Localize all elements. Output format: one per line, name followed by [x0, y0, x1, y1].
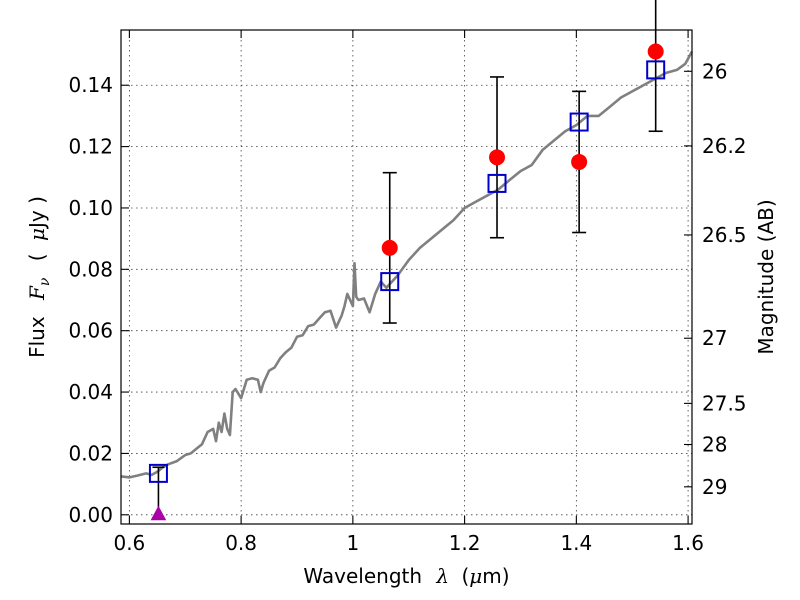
observed-point	[489, 149, 506, 166]
x-axis-title-symbol: λ	[435, 564, 449, 588]
x-axis-unit-rest: m)	[482, 564, 509, 588]
y-tick-label: 0.14	[68, 73, 113, 97]
observed-point	[571, 153, 588, 170]
x-axis-title-word: Wavelength	[303, 564, 422, 588]
model-photometry-point	[569, 112, 589, 132]
y-axis-unit-rest: Jy )	[25, 196, 49, 230]
model-spectrum-line	[120, 50, 694, 479]
y2-tick-label: 26.2	[702, 134, 747, 158]
plot-frame	[120, 29, 693, 525]
model-photometry-point	[487, 173, 507, 193]
markers-layer	[148, 43, 666, 521]
ticks-layer: 0.6 0.8 1 1.2 1.4 1.6 0.00 0.02 0.04 0.06 0.08 0.10…	[68, 30, 747, 555]
y-tick-label: 0.12	[68, 135, 113, 159]
x-axis-unit-mu: μ	[469, 564, 482, 588]
x-tick-label: 0.8	[225, 531, 257, 555]
y-axis-title-word: Flux	[25, 316, 49, 358]
y-tick-label: 0.06	[68, 319, 113, 343]
y-axis-title: Flux Fν ( μJy )	[25, 196, 54, 358]
y-axis-title-symbol: F	[25, 285, 49, 301]
model-photometry-point	[380, 272, 400, 292]
y-tick-label: 0.04	[68, 380, 113, 404]
error-bars-layer	[152, 0, 663, 515]
x-axis-title: Wavelength λ (μm)	[303, 564, 509, 588]
y2-tick-label: 27	[702, 326, 727, 350]
model-photometry-point	[646, 60, 666, 80]
y2-tick-label: 26.5	[702, 223, 747, 247]
model-spectrum-layer	[120, 50, 694, 479]
x-tick-label: 1.4	[560, 531, 592, 555]
y-tick-label: 0.02	[68, 441, 113, 465]
y2-tick-label: 29	[702, 475, 727, 499]
observed-point	[381, 239, 398, 256]
model-photometry-point	[148, 463, 168, 483]
y-tick-label: 0.08	[68, 257, 113, 281]
x-tick-label: 1.6	[672, 531, 704, 555]
observed-point	[647, 43, 664, 60]
y2-tick-label: 26	[702, 59, 727, 83]
grid	[121, 30, 692, 524]
y2-axis-title: Magnitude (AB)	[754, 199, 778, 354]
x-tick-label: 1.2	[449, 531, 481, 555]
x-axis-unit-open: (	[461, 564, 469, 588]
y-tick-label: 0.10	[68, 196, 113, 220]
y-axis-title-subscript: ν	[37, 277, 53, 286]
y-axis-unit-mu: μ	[25, 228, 49, 241]
y2-tick-label: 28	[702, 433, 727, 457]
x-tick-label: 1	[346, 531, 359, 555]
y-tick-label: 0.00	[68, 503, 113, 527]
y-axis-unit-open: (	[25, 253, 49, 261]
x-tick-label: 0.6	[113, 531, 145, 555]
upper-limit-point	[150, 505, 167, 521]
y2-tick-label: 27.5	[702, 391, 747, 415]
